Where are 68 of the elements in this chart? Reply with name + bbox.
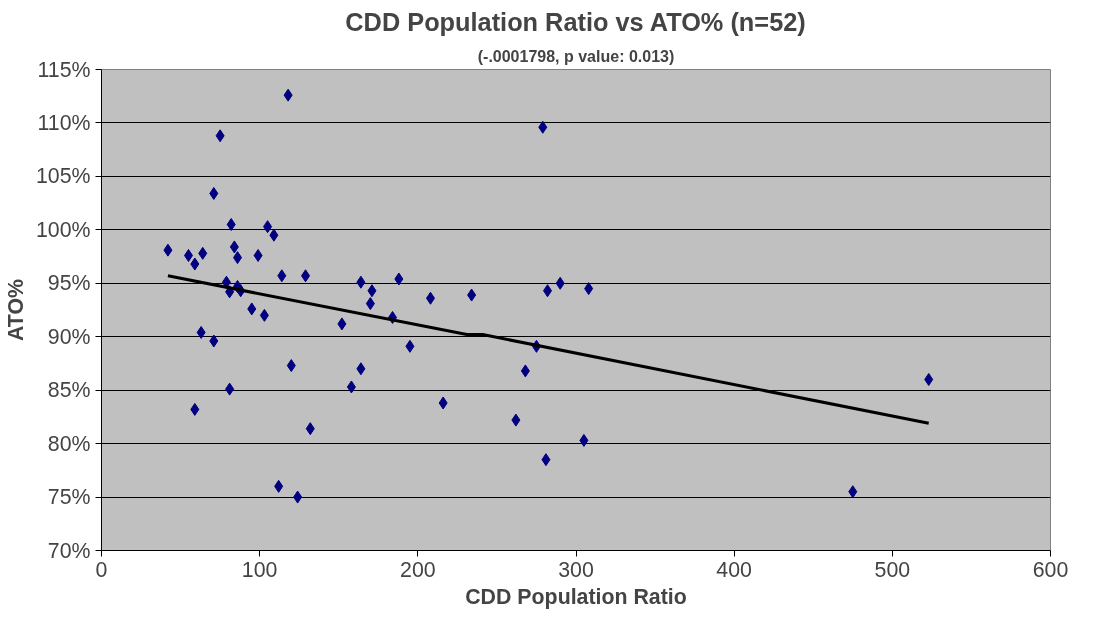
point bbox=[259, 308, 269, 322]
y-tick-label: 80% bbox=[47, 431, 91, 456]
x-tick-label: 100 bbox=[241, 557, 278, 582]
point bbox=[924, 372, 934, 386]
point bbox=[215, 129, 225, 143]
x-tick-label: 200 bbox=[400, 557, 436, 582]
point bbox=[196, 325, 206, 339]
point bbox=[425, 291, 435, 305]
point bbox=[367, 284, 377, 298]
point bbox=[555, 276, 565, 290]
point bbox=[301, 269, 311, 283]
point bbox=[229, 240, 239, 254]
point bbox=[538, 120, 548, 134]
x-tick-label: 500 bbox=[874, 557, 911, 582]
y-tick-label: 90% bbox=[47, 324, 91, 349]
point bbox=[293, 490, 303, 504]
point bbox=[520, 364, 530, 378]
point bbox=[274, 479, 284, 493]
point bbox=[541, 453, 551, 467]
point bbox=[209, 186, 219, 200]
point bbox=[198, 246, 208, 260]
point bbox=[226, 217, 236, 231]
x-tick-label: 600 bbox=[1032, 557, 1069, 582]
x-tick-label: 400 bbox=[716, 557, 753, 582]
point bbox=[438, 396, 448, 410]
point bbox=[283, 88, 293, 102]
point bbox=[584, 282, 594, 296]
chart-subtitle: (-.0001798, p value: 0.013) bbox=[477, 47, 675, 65]
point bbox=[247, 302, 257, 316]
point bbox=[163, 243, 173, 257]
point bbox=[394, 272, 404, 286]
point bbox=[253, 248, 263, 262]
point bbox=[221, 275, 231, 289]
y-axis-title: ATO% bbox=[3, 278, 28, 342]
point bbox=[233, 251, 243, 265]
x-tick-label: 300 bbox=[558, 557, 594, 582]
x-axis-title: CDD Population Ratio bbox=[465, 584, 687, 609]
y-tick-label: 105% bbox=[35, 164, 91, 189]
point bbox=[190, 257, 200, 271]
point bbox=[848, 485, 858, 499]
point bbox=[579, 433, 589, 447]
point bbox=[337, 317, 347, 331]
point bbox=[269, 228, 279, 242]
point bbox=[511, 413, 521, 427]
point bbox=[305, 422, 315, 436]
point bbox=[209, 334, 219, 348]
x-tick-label: 0 bbox=[95, 557, 108, 582]
point bbox=[346, 380, 356, 394]
point bbox=[225, 382, 235, 396]
y-tick-label: 110% bbox=[37, 110, 91, 135]
point bbox=[405, 339, 415, 353]
point bbox=[183, 248, 193, 262]
y-tick-label: 70% bbox=[47, 538, 91, 563]
point bbox=[543, 284, 553, 298]
y-tick-label: 95% bbox=[47, 271, 91, 296]
point bbox=[365, 297, 375, 311]
point bbox=[467, 288, 477, 302]
point bbox=[190, 402, 200, 416]
chart-title: CDD Population Ratio vs ATO% (n=52) bbox=[345, 7, 806, 36]
y-tick-label: 100% bbox=[35, 217, 91, 242]
point bbox=[356, 362, 366, 376]
y-tick-label: 115% bbox=[37, 57, 91, 82]
y-tick-label: 85% bbox=[47, 378, 91, 403]
y-tick-label: 75% bbox=[47, 485, 91, 510]
point bbox=[277, 269, 287, 283]
point bbox=[263, 220, 273, 234]
point bbox=[286, 359, 296, 373]
point bbox=[356, 275, 366, 289]
